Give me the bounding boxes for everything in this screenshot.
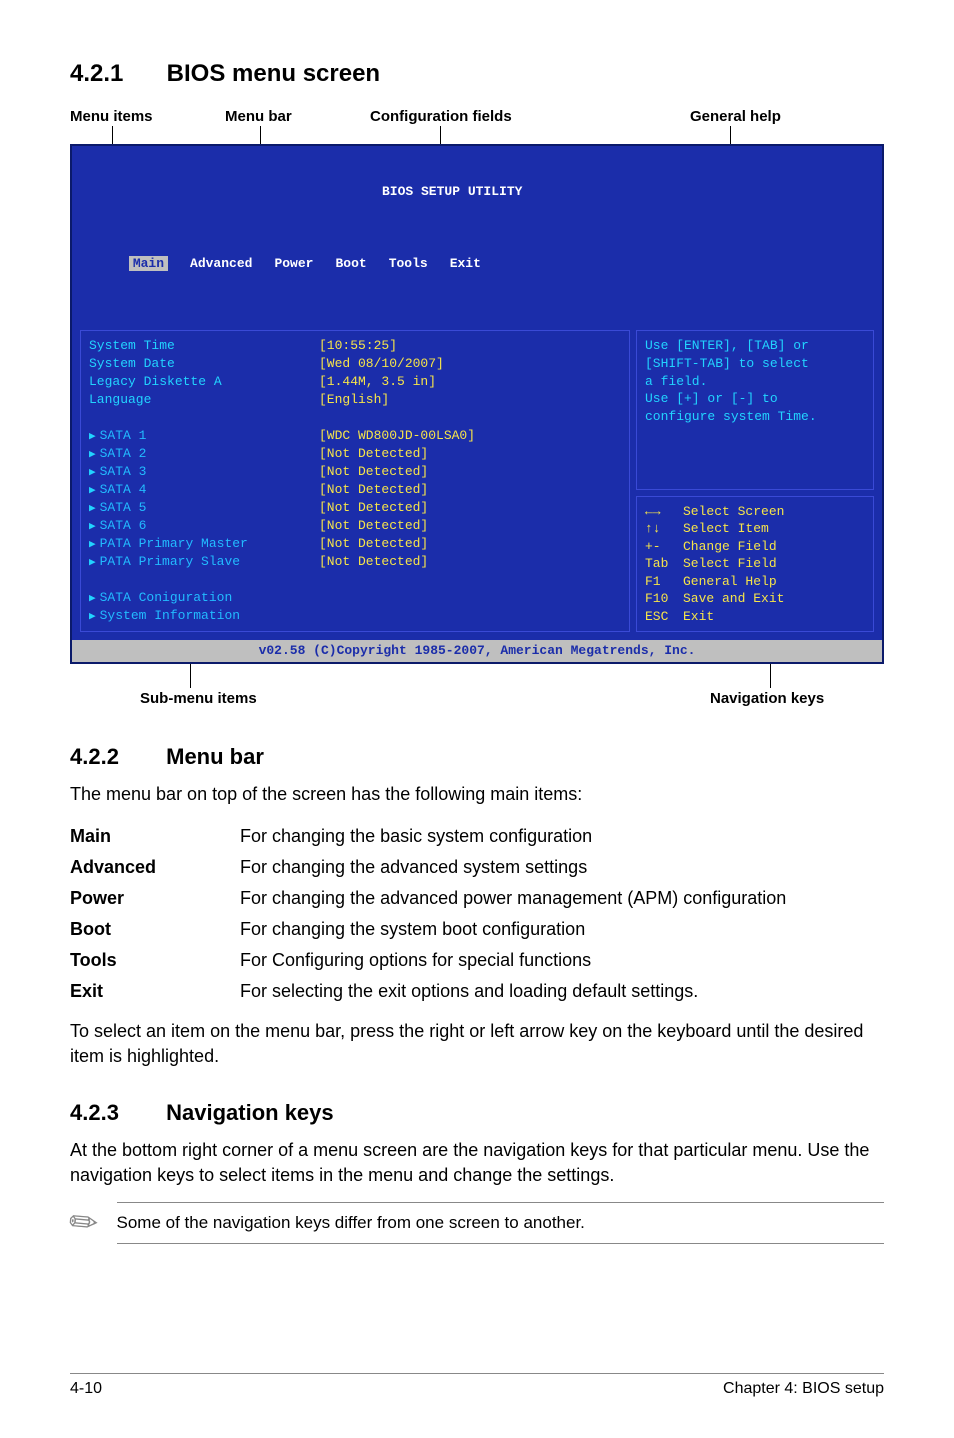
bios-screenshot: BIOS SETUP UTILITY Main Advanced Power Boot… [70,144,884,664]
val-sata5: [Not Detected] [319,499,621,517]
table-row: AdvancedFor changing the advanced system… [70,852,884,883]
item-sata1: SATA 1 [89,427,319,445]
bios-right-panel: Use [ENTER], [TAB] or [SHIFT-TAB] to sel… [636,330,874,632]
val-language: [English] [319,391,621,409]
menubar-outro: To select an item on the menu bar, press… [70,1019,884,1069]
table-row: PowerFor changing the advanced power man… [70,883,884,914]
item-pata-master: PATA Primary Master [89,535,319,553]
page-footer: 4-10 Chapter 4: BIOS setup [70,1373,884,1398]
val-pata-master: [Not Detected] [319,535,621,553]
bios-menu-col: System Time System Date Legacy Diskette … [89,337,319,625]
section-heading-422: 4.2.2 Menu bar [70,744,884,770]
item-sata3: SATA 3 [89,463,319,481]
bios-menu-main: Main [129,256,168,271]
note-block: ✎ Some of the navigation keys differ fro… [70,1202,884,1244]
callout-navkeys: Navigation keys [710,690,824,707]
val-diskette: [1.44M, 3.5 in] [319,373,621,391]
bios-menu-bar: Main Advanced Power Boot Tools Exit [82,238,872,291]
bios-header: BIOS SETUP UTILITY Main Advanced Power Boot… [72,146,882,330]
item-sata2: SATA 2 [89,445,319,463]
bios-menu-exit: Exit [450,256,481,271]
bios-footer: v02.58 (C)Copyright 1985-2007, American … [72,640,882,662]
table-row: MainFor changing the basic system config… [70,821,884,852]
item-system-time: System Time [89,337,319,355]
menubar-table: MainFor changing the basic system config… [70,821,884,1007]
item-sata4: SATA 4 [89,481,319,499]
navkeys-body: At the bottom right corner of a menu scr… [70,1138,884,1188]
item-system-date: System Date [89,355,319,373]
callout-general-help: General help [690,108,781,125]
callouts-bottom: Sub-menu items Navigation keys [70,664,884,714]
table-row: BootFor changing the system boot configu… [70,914,884,945]
table-row: ToolsFor Configuring options for special… [70,945,884,976]
val-time: [10:55:25] [319,337,621,355]
callout-submenu: Sub-menu items [140,690,257,707]
note-text: Some of the navigation keys differ from … [117,1213,885,1233]
section-heading-421: 4.2.1 BIOS menu screen [70,60,884,88]
item-pata-slave: PATA Primary Slave [89,553,319,571]
callouts-top: Menu items Menu bar Configuration fields… [70,108,884,144]
bios-help-box: Use [ENTER], [TAB] or [SHIFT-TAB] to sel… [636,330,874,489]
item-legacy-diskette: Legacy Diskette A [89,373,319,391]
menubar-intro: The menu bar on top of the screen has th… [70,782,884,807]
bios-nav-box: ←→Select Screen ↑↓Select Item +-Change F… [636,496,874,633]
bios-title: BIOS SETUP UTILITY [82,183,872,201]
table-row: ExitFor selecting the exit options and l… [70,976,884,1007]
footer-right: Chapter 4: BIOS setup [723,1380,884,1398]
val-sata6: [Not Detected] [319,517,621,535]
section-heading-423: 4.2.3 Navigation keys [70,1100,884,1126]
val-sata3: [Not Detected] [319,463,621,481]
val-sata1: [WDC WD800JD-00LSA0] [319,427,621,445]
pencil-icon: ✎ [60,1198,108,1247]
bios-left-panel: System Time System Date Legacy Diskette … [80,330,630,632]
val-sata2: [Not Detected] [319,445,621,463]
footer-left: 4-10 [70,1380,102,1398]
item-sata5: SATA 5 [89,499,319,517]
callout-menu-bar: Menu bar [225,108,292,125]
item-sata-config: SATA Coniguration [89,589,319,607]
val-sata4: [Not Detected] [319,481,621,499]
callout-config-fields: Configuration fields [370,108,512,125]
bios-config-col: [10:55:25] [Wed 08/10/2007] [1.44M, 3.5 … [319,337,621,625]
bios-menu-boot: Boot [335,256,366,271]
val-pata-slave: [Not Detected] [319,553,621,571]
callout-menu-items: Menu items [70,108,153,125]
bios-menu-tools: Tools [389,256,428,271]
item-language: Language [89,391,319,409]
item-sata6: SATA 6 [89,517,319,535]
item-sys-info: System Information [89,607,319,625]
bios-menu-advanced: Advanced [190,256,252,271]
bios-menu-power: Power [274,256,313,271]
val-date: [Wed 08/10/2007] [319,355,621,373]
